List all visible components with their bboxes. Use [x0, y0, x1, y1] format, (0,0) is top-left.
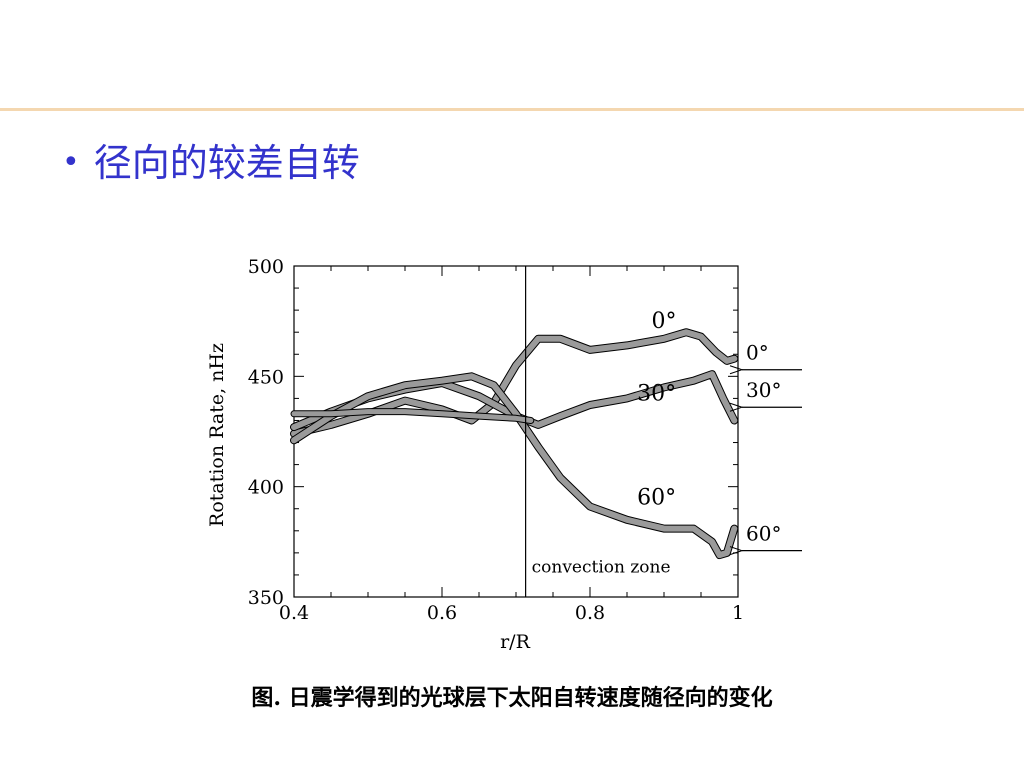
series-label-0deg: 0° — [652, 309, 677, 334]
x-axis-label: r/R — [500, 631, 530, 653]
convection-zone-label: convection zone — [532, 558, 671, 578]
surface-label-0deg: 0° — [746, 341, 769, 365]
slide-heading: • 径向的较差自转 — [62, 138, 360, 188]
header-rule — [0, 108, 1024, 111]
surface-label-30deg: 30° — [746, 378, 781, 402]
rotation-rate-chart: 0.4 0.6 0.8 1 350 400 450 500 0° 30° 60° convection… — [206, 256, 802, 653]
bullet-icon: • — [62, 145, 80, 180]
figure-caption: 图. 日震学得到的光球层下太阳自转速度随径向的变化 — [251, 685, 773, 711]
y-tick-label: 500 — [248, 256, 284, 278]
series-label-30deg: 30° — [637, 382, 676, 407]
surface-label-60deg: 60° — [746, 522, 781, 546]
x-tick-label: 1 — [732, 602, 744, 624]
heading-text: 径向的较差自转 — [93, 141, 360, 185]
y-axis-label: Rotation Rate, nHz — [206, 343, 228, 527]
y-tick-label: 350 — [248, 587, 284, 609]
series-label-60deg: 60° — [637, 485, 676, 510]
x-tick-label: 0.8 — [575, 602, 605, 624]
y-tick-label: 450 — [248, 366, 284, 388]
series-band-0deg — [291, 329, 738, 437]
x-tick-label: 0.4 — [279, 602, 309, 624]
x-tick-label: 0.6 — [427, 602, 457, 624]
y-tick-label: 400 — [248, 477, 284, 499]
series-band-flat — [291, 409, 534, 423]
series-band-60deg — [291, 373, 738, 559]
